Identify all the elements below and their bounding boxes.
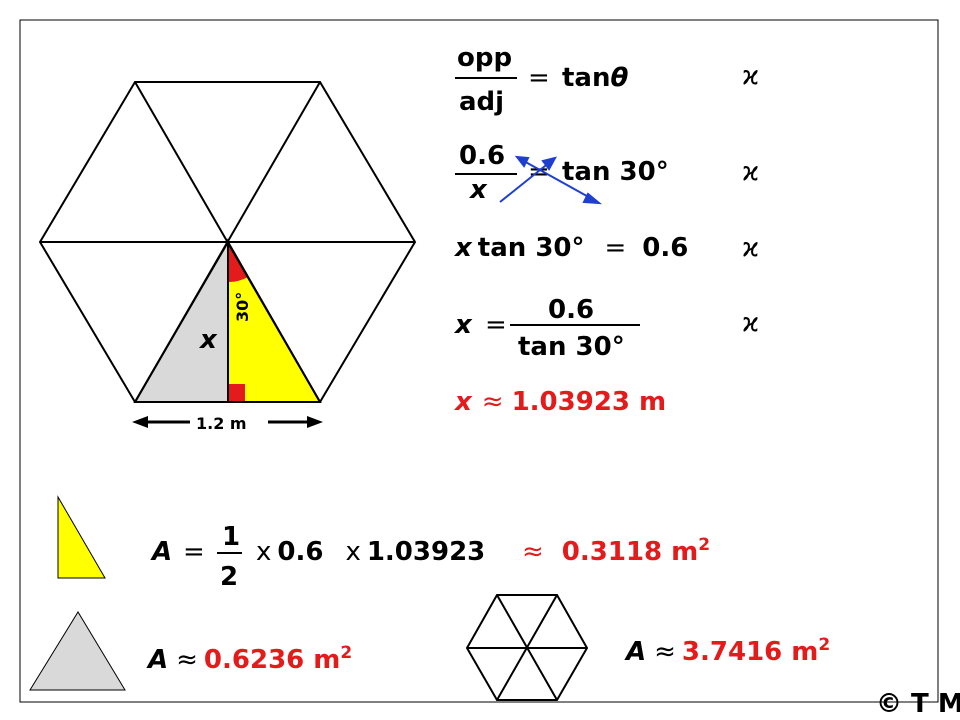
exponent: 2 xyxy=(340,643,352,663)
var: x xyxy=(453,387,473,417)
arrow-head xyxy=(514,155,530,168)
arrow-head xyxy=(582,192,603,205)
var: x xyxy=(453,310,473,340)
times: x xyxy=(256,537,271,567)
value: 1.03923 m xyxy=(512,387,667,417)
fraction-den: 2 xyxy=(220,562,238,592)
exponent: 2 xyxy=(818,635,830,655)
check-mark: ϰ xyxy=(742,157,759,187)
fraction-den: adj xyxy=(459,87,504,117)
exponent: 2 xyxy=(698,535,710,555)
arrow-head xyxy=(541,156,557,171)
area-line: A ≈3.7416 m2 xyxy=(624,635,830,667)
fraction-num: 0.6 xyxy=(548,295,594,325)
fraction-num: 0.6 xyxy=(459,141,505,171)
arrow xyxy=(499,161,551,203)
check-mark: ϰ xyxy=(742,61,759,91)
var: A xyxy=(146,645,168,675)
credit: © T Madas xyxy=(876,689,960,719)
arrow-head xyxy=(307,416,323,428)
fraction-num: opp xyxy=(457,43,512,73)
approx: ≈ xyxy=(522,537,544,567)
approx: ≈ xyxy=(176,645,198,675)
area-value: ≈0.3118 m2 xyxy=(522,535,710,567)
check-mark: ϰ xyxy=(742,308,759,338)
product: x 0.6 x 1.03923 xyxy=(256,537,485,567)
factor: 0.6 xyxy=(277,537,323,567)
var: x xyxy=(453,233,473,263)
value: 3.7416 m xyxy=(682,637,818,667)
small-hexagon xyxy=(465,594,589,701)
equation: x tan 30° = 0.6 xyxy=(453,233,688,263)
arrow xyxy=(521,159,595,201)
label-bg xyxy=(190,412,268,432)
value: 0.6236 m xyxy=(204,645,340,675)
yellow-triangle xyxy=(57,495,106,579)
var: A xyxy=(150,537,172,567)
result: x ≈1.03923 m xyxy=(453,387,666,417)
var: θ xyxy=(610,63,628,93)
equals: = xyxy=(485,310,507,340)
approx: ≈ xyxy=(654,637,676,667)
equals: = xyxy=(528,63,550,93)
lhs: tan 30° xyxy=(478,233,585,263)
rhs: tanθ xyxy=(562,63,628,93)
base-label: 1.2 m xyxy=(196,414,247,433)
fn: tan xyxy=(562,63,610,93)
fraction-den: tan 30° xyxy=(518,332,625,362)
fraction-num: 1 xyxy=(222,522,240,552)
right-angle xyxy=(228,384,245,402)
grey-triangle xyxy=(29,611,126,691)
side-label: x xyxy=(198,325,218,355)
rhs: 0.6 xyxy=(642,233,688,263)
approx: ≈ xyxy=(482,387,504,417)
fraction-den: x xyxy=(468,175,488,205)
equals: = xyxy=(605,233,627,263)
var: A xyxy=(624,637,646,667)
check-mark: ϰ xyxy=(742,233,759,263)
factor: 1.03923 xyxy=(367,537,485,567)
area-line: A ≈0.6236 m2 xyxy=(146,643,352,675)
rhs: tan 30° xyxy=(562,157,669,187)
equals: = xyxy=(183,537,205,567)
value: 0.3118 m xyxy=(562,537,698,567)
arrow-head xyxy=(132,416,148,428)
frame xyxy=(19,19,939,703)
angle-label: 30° xyxy=(233,292,252,322)
hexagon-diagram xyxy=(38,81,417,428)
cross-arrows xyxy=(499,155,603,205)
times: x xyxy=(345,537,360,567)
